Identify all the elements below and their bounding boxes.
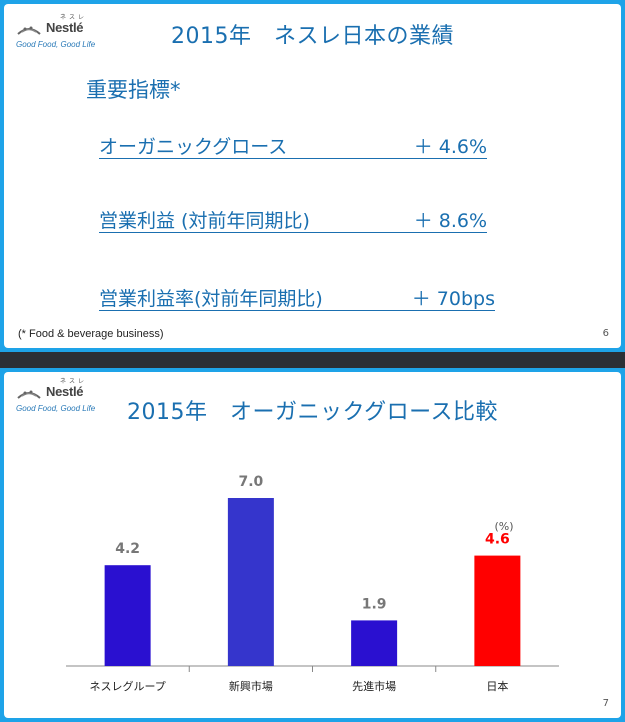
slide-growth-chart-body: ネスレ Nestlé Good Food, Good Life 2015年 オー… bbox=[4, 372, 621, 718]
nestle-logo: ネスレ Nestlé Good Food, Good Life bbox=[16, 14, 106, 56]
kpi-value: ＋ 70bps bbox=[411, 288, 495, 310]
bird-nest-icon bbox=[17, 390, 41, 399]
page-number: 6 bbox=[602, 328, 609, 339]
bird-nest-icon bbox=[17, 26, 41, 35]
page-number: 7 bbox=[602, 698, 609, 709]
bar bbox=[104, 565, 151, 666]
bar-value-label: 1.9 bbox=[362, 596, 387, 612]
nestle-logo: ネスレ Nestlé Good Food, Good Life bbox=[16, 378, 106, 420]
bar bbox=[227, 498, 274, 666]
bar bbox=[351, 620, 398, 666]
slide-kpi: ネスレ Nestlé Good Food, Good Life 2015年 ネス… bbox=[0, 0, 625, 352]
brand-tagline: Good Food, Good Life bbox=[16, 404, 96, 413]
kpi-row-operating-profit: 営業利益 (対前年同期比) ＋ 8.6% bbox=[99, 206, 487, 233]
brand-kana: ネスレ bbox=[60, 14, 88, 21]
footnote: (* Food & beverage business) bbox=[18, 328, 164, 340]
slide1-title: 2015年 ネスレ日本の業績 bbox=[171, 24, 454, 49]
kpi-label: 営業利益 (対前年同期比) bbox=[99, 210, 310, 232]
kpi-value: ＋ 8.6% bbox=[413, 210, 487, 232]
brand-tagline: Good Food, Good Life bbox=[16, 40, 96, 49]
growth-bar-chart: 4.2 ネスレグループ 7.0 新興市場 1.9 先進市場 4.6 日本 (%) bbox=[66, 474, 559, 693]
kpi-row-operating-margin: 営業利益率(対前年同期比) ＋ 70bps bbox=[99, 284, 495, 311]
brand-name: Nestlé bbox=[46, 384, 84, 399]
kpi-value: ＋ 4.6% bbox=[413, 136, 487, 158]
category-label: 新興市場 bbox=[229, 679, 273, 693]
bar-value-label: 4.2 bbox=[115, 541, 140, 557]
category-label: ネスレグループ bbox=[89, 679, 165, 693]
kpi-row-organic-growth: オーガニックグロース ＋ 4.6% bbox=[99, 132, 487, 159]
bar-value-label: 7.0 bbox=[238, 474, 263, 490]
brand-kana: ネスレ bbox=[60, 378, 88, 385]
slide-kpi-body: ネスレ Nestlé Good Food, Good Life 2015年 ネス… bbox=[4, 4, 621, 348]
brand-name: Nestlé bbox=[46, 20, 84, 35]
bar bbox=[474, 555, 521, 666]
slide2-title: 2015年 オーガニックグロース比較 bbox=[126, 400, 498, 425]
slide-growth-chart: ネスレ Nestlé Good Food, Good Life 2015年 オー… bbox=[0, 368, 625, 722]
category-label: 先進市場 bbox=[352, 679, 396, 693]
unit-label: (%) bbox=[494, 520, 513, 533]
kpi-label: 営業利益率(対前年同期比) bbox=[99, 288, 323, 310]
kpi-label: オーガニックグロース bbox=[99, 136, 288, 158]
category-label: 日本 bbox=[486, 679, 508, 693]
bar-value-label: 4.6 bbox=[485, 532, 510, 548]
kpi-heading: 重要指標* bbox=[86, 78, 181, 102]
